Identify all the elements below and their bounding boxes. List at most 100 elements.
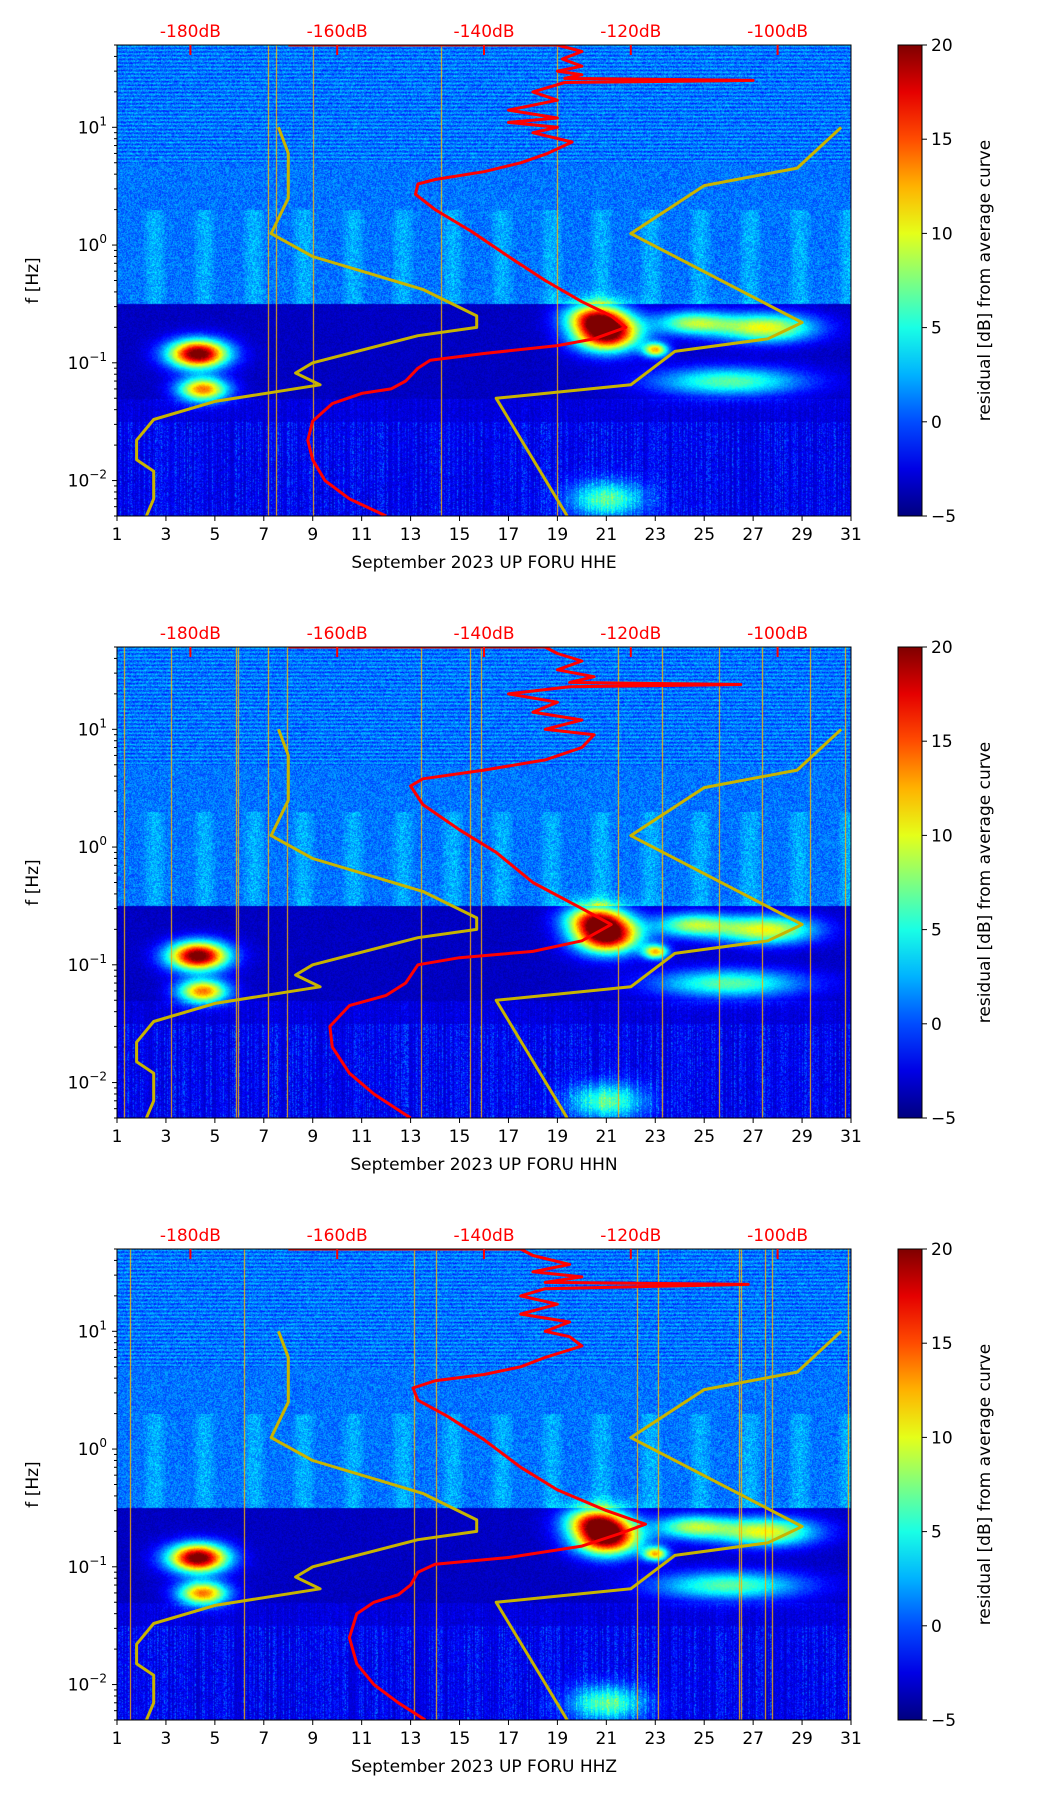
x-tick-label: 23 <box>644 1127 666 1147</box>
average-psd-curve <box>288 1249 750 1720</box>
x-tick-label: 21 <box>596 1127 618 1147</box>
colorbar-tick-label: −5 <box>931 1711 956 1731</box>
y-tick-label: 100 <box>78 1436 107 1460</box>
x-tick-label: 29 <box>791 525 813 545</box>
x-tick-label: 5 <box>209 1127 220 1147</box>
x-tick-label: 23 <box>644 1729 666 1749</box>
x-tick-label: 1 <box>112 1127 123 1147</box>
y-tick-label: 10−2 <box>68 468 107 492</box>
x-tick-label: 13 <box>400 1729 422 1749</box>
x-tick-label: 7 <box>258 1729 269 1749</box>
y-tick-label: 10−2 <box>68 1672 107 1696</box>
x-tick-label: 21 <box>596 1729 618 1749</box>
average-psd-curve <box>288 647 743 1118</box>
reference-curve-1 <box>135 126 479 516</box>
x-tick-label: 7 <box>258 525 269 545</box>
spectrogram-panel-hhe: 1 3 5 7 9 11 13 15 17 19 21 23 25 27 29 31 10−2 10−1 100 10… <box>0 0 1052 602</box>
x-tick-label: 9 <box>307 1729 318 1749</box>
top-axis-db-label: -140dB <box>453 624 514 644</box>
colorbar-tick-label: 10 <box>931 826 953 846</box>
colorbar-tick-label: 15 <box>931 1334 953 1354</box>
x-tick-label: 15 <box>449 1729 471 1749</box>
spectrogram-image <box>117 1249 851 1720</box>
top-axis-db-label: -160dB <box>307 1226 368 1246</box>
top-axis-db-label: -180dB <box>160 1226 221 1246</box>
x-tick-label: 25 <box>693 1127 715 1147</box>
x-tick-label: 7 <box>258 1127 269 1147</box>
colorbar-tick-label: 5 <box>931 1523 942 1543</box>
y-axis-label: f [Hz] <box>23 257 43 303</box>
x-tick-label: 17 <box>498 1729 520 1749</box>
x-tick-label: 13 <box>400 1127 422 1147</box>
average-psd-curve <box>288 45 755 516</box>
top-axis-db-label: -120dB <box>600 22 661 42</box>
x-tick-label: 31 <box>840 525 862 545</box>
x-tick-label: 29 <box>791 1729 813 1749</box>
colorbar-tick-label: 0 <box>931 413 942 433</box>
colorbar-tick-label: 5 <box>931 921 942 941</box>
reference-curve-1 <box>135 728 479 1118</box>
x-tick-label: 31 <box>840 1729 862 1749</box>
spectrogram-image <box>117 45 851 516</box>
x-tick-label: 11 <box>351 1127 373 1147</box>
top-axis-db-label: -120dB <box>600 1226 661 1246</box>
reference-curve-2 <box>494 1330 843 1720</box>
spectrogram-image <box>117 647 851 1118</box>
top-axis-db-label: -120dB <box>600 624 661 644</box>
spectrogram-panel-hhz: 1 3 5 7 9 11 13 15 17 19 21 23 25 27 29 31 10−2 10−1 100 10… <box>0 1204 1052 1806</box>
colorbar-tick-label: 20 <box>931 36 953 56</box>
colorbar-tick-label: 15 <box>931 130 953 150</box>
top-axis-db-label: -160dB <box>307 624 368 644</box>
top-axis-db-label: -140dB <box>453 1226 514 1246</box>
x-tick-label: 19 <box>547 1729 569 1749</box>
colorbar-label: residual [dB] from average curve <box>975 140 995 421</box>
top-axis-db-label: -100dB <box>747 624 808 644</box>
x-tick-label: 3 <box>161 1127 172 1147</box>
colorbar <box>897 44 923 517</box>
x-axis-label: September 2023 UP FORU HHZ <box>351 1757 617 1777</box>
x-tick-label: 17 <box>498 525 520 545</box>
y-tick-label: 10−1 <box>68 1554 107 1578</box>
x-tick-label: 21 <box>596 525 618 545</box>
chart-overlay: 1 3 5 7 9 11 13 15 17 19 21 23 25 27 29 3110−210−110010… <box>23 624 995 1175</box>
x-tick-label: 5 <box>209 525 220 545</box>
colorbar-tick-label: 0 <box>931 1617 942 1637</box>
colorbar-tick-label: −5 <box>931 507 956 527</box>
x-tick-label: 3 <box>161 525 172 545</box>
y-axis-label: f [Hz] <box>23 859 43 905</box>
x-tick-label: 11 <box>351 1729 373 1749</box>
x-tick-label: 25 <box>693 525 715 545</box>
reference-curve-1 <box>135 1330 479 1720</box>
y-tick-label: 10−1 <box>68 350 107 374</box>
x-tick-label: 11 <box>351 525 373 545</box>
x-tick-label: 19 <box>547 525 569 545</box>
x-tick-label: 15 <box>449 525 471 545</box>
x-tick-label: 23 <box>644 525 666 545</box>
reference-curve-2 <box>494 728 843 1118</box>
x-tick-label: 17 <box>498 1127 520 1147</box>
colorbar-label: residual [dB] from average curve <box>975 742 995 1023</box>
plot-frame <box>116 646 852 1119</box>
x-tick-label: 27 <box>742 1127 764 1147</box>
spectrogram-panel-hhn: 1 3 5 7 9 11 13 15 17 19 21 23 25 27 29 31 10−2 10−1 100 10… <box>0 602 1052 1204</box>
colorbar-label: residual [dB] from average curve <box>975 1344 995 1625</box>
x-tick-label: 19 <box>547 1127 569 1147</box>
colorbar-tick-label: 15 <box>931 732 953 752</box>
plot-frame <box>116 1248 852 1721</box>
x-tick-label: 13 <box>400 525 422 545</box>
top-axis-db-label: -160dB <box>307 22 368 42</box>
x-tick-label: 31 <box>840 1127 862 1147</box>
y-tick-label: 101 <box>78 1318 107 1342</box>
y-tick-label: 10−1 <box>68 952 107 976</box>
top-axis-db-label: -100dB <box>747 22 808 42</box>
chart-overlay: 1 3 5 7 9 11 13 15 17 19 21 23 25 27 29 3110−210−110010… <box>23 22 995 573</box>
x-tick-label: 29 <box>791 1127 813 1147</box>
colorbar-tick-label: 10 <box>931 224 953 244</box>
plot-frame <box>116 44 852 517</box>
colorbar-tick-label: 5 <box>931 319 942 339</box>
top-axis-db-label: -100dB <box>747 1226 808 1246</box>
y-axis-label: f [Hz] <box>23 1461 43 1507</box>
x-tick-label: 9 <box>307 525 318 545</box>
colorbar-tick-label: 0 <box>931 1015 942 1035</box>
x-tick-label: 1 <box>112 525 123 545</box>
